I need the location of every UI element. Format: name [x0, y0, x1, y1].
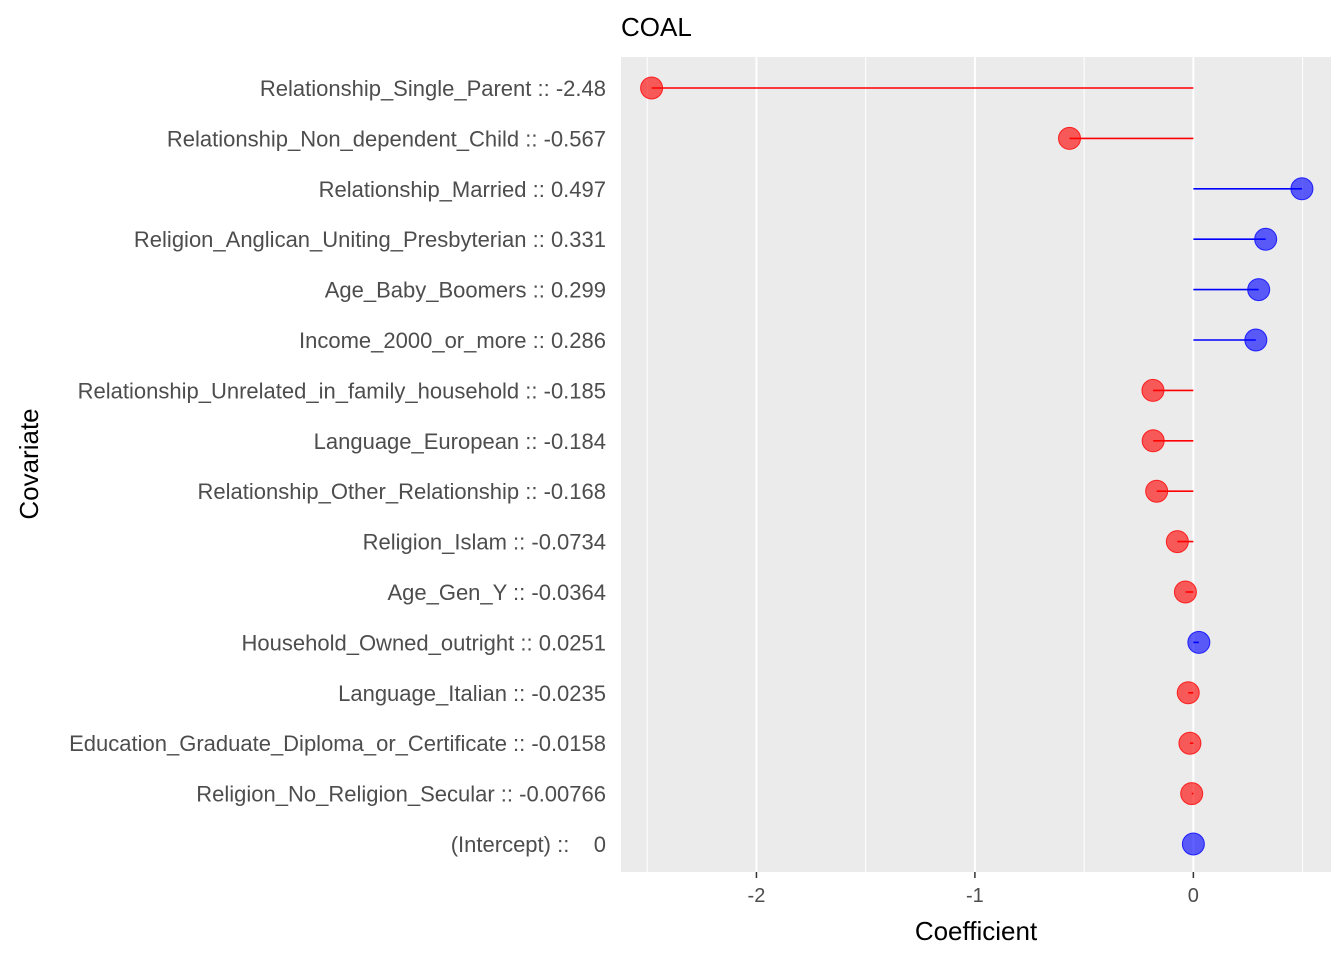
lollipop-point — [1145, 479, 1169, 503]
lollipop-point — [1058, 126, 1082, 150]
covariate-label: Relationship_Other_Relationship :: -0.16… — [198, 479, 606, 504]
lollipop-point — [1247, 278, 1271, 302]
lollipop-point — [1254, 227, 1278, 251]
covariate-label: Religion_Anglican_Uniting_Presbyterian :… — [134, 227, 606, 252]
lollipop-point — [1141, 429, 1165, 453]
lollipop-point — [1180, 782, 1204, 806]
x-tick-label: -1 — [966, 885, 984, 907]
lollipop-point — [1290, 177, 1314, 201]
covariate-label: Income_2000_or_more :: 0.286 — [299, 328, 606, 353]
x-axis-title: Coefficient — [915, 916, 1038, 946]
covariate-label: Education_Graduate_Diploma_or_Certificat… — [69, 731, 606, 756]
x-tick-label: 0 — [1188, 885, 1199, 907]
covariate-label: Language_Italian :: -0.0235 — [338, 681, 606, 706]
covariate-label: Relationship_Single_Parent :: -2.48 — [260, 76, 606, 101]
lollipop-point — [1187, 630, 1211, 654]
lollipop-point — [1173, 580, 1197, 604]
covariate-label: Religion_No_Religion_Secular :: -0.00766 — [196, 782, 606, 807]
lollipop-marks — [640, 76, 1314, 856]
lollipop-point — [1176, 681, 1200, 705]
plot-panel — [621, 57, 1331, 872]
lollipop-point — [1178, 731, 1202, 755]
chart-title: COAL — [621, 12, 692, 42]
covariate-label: Household_Owned_outright :: 0.0251 — [242, 630, 606, 655]
lollipop-point — [1165, 530, 1189, 554]
x-axis-ticks: -2 -1 0 — [748, 872, 1199, 907]
lollipop-point — [1181, 832, 1205, 856]
covariate-labels: Relationship_Single_Parent :: -2.48Relat… — [69, 76, 606, 857]
covariate-label: Age_Gen_Y :: -0.0364 — [387, 580, 606, 605]
lollipop-point — [1141, 378, 1165, 402]
covariate-label: Language_European :: -0.184 — [314, 429, 606, 454]
x-tick-label: -2 — [748, 885, 766, 907]
covariate-label: Religion_Islam :: -0.0734 — [363, 530, 606, 555]
covariate-label: Relationship_Married :: 0.497 — [319, 177, 606, 202]
lollipop-point — [640, 76, 664, 100]
lollipop-point — [1244, 328, 1268, 352]
covariate-label: Age_Baby_Boomers :: 0.299 — [325, 278, 606, 303]
covariate-label: Relationship_Non_dependent_Child :: -0.5… — [167, 126, 606, 151]
y-axis-title: Covariate — [14, 408, 44, 519]
covariate-label: (Intercept) :: 0 — [451, 832, 606, 857]
covariate-label: Relationship_Unrelated_in_family_househo… — [78, 378, 606, 403]
